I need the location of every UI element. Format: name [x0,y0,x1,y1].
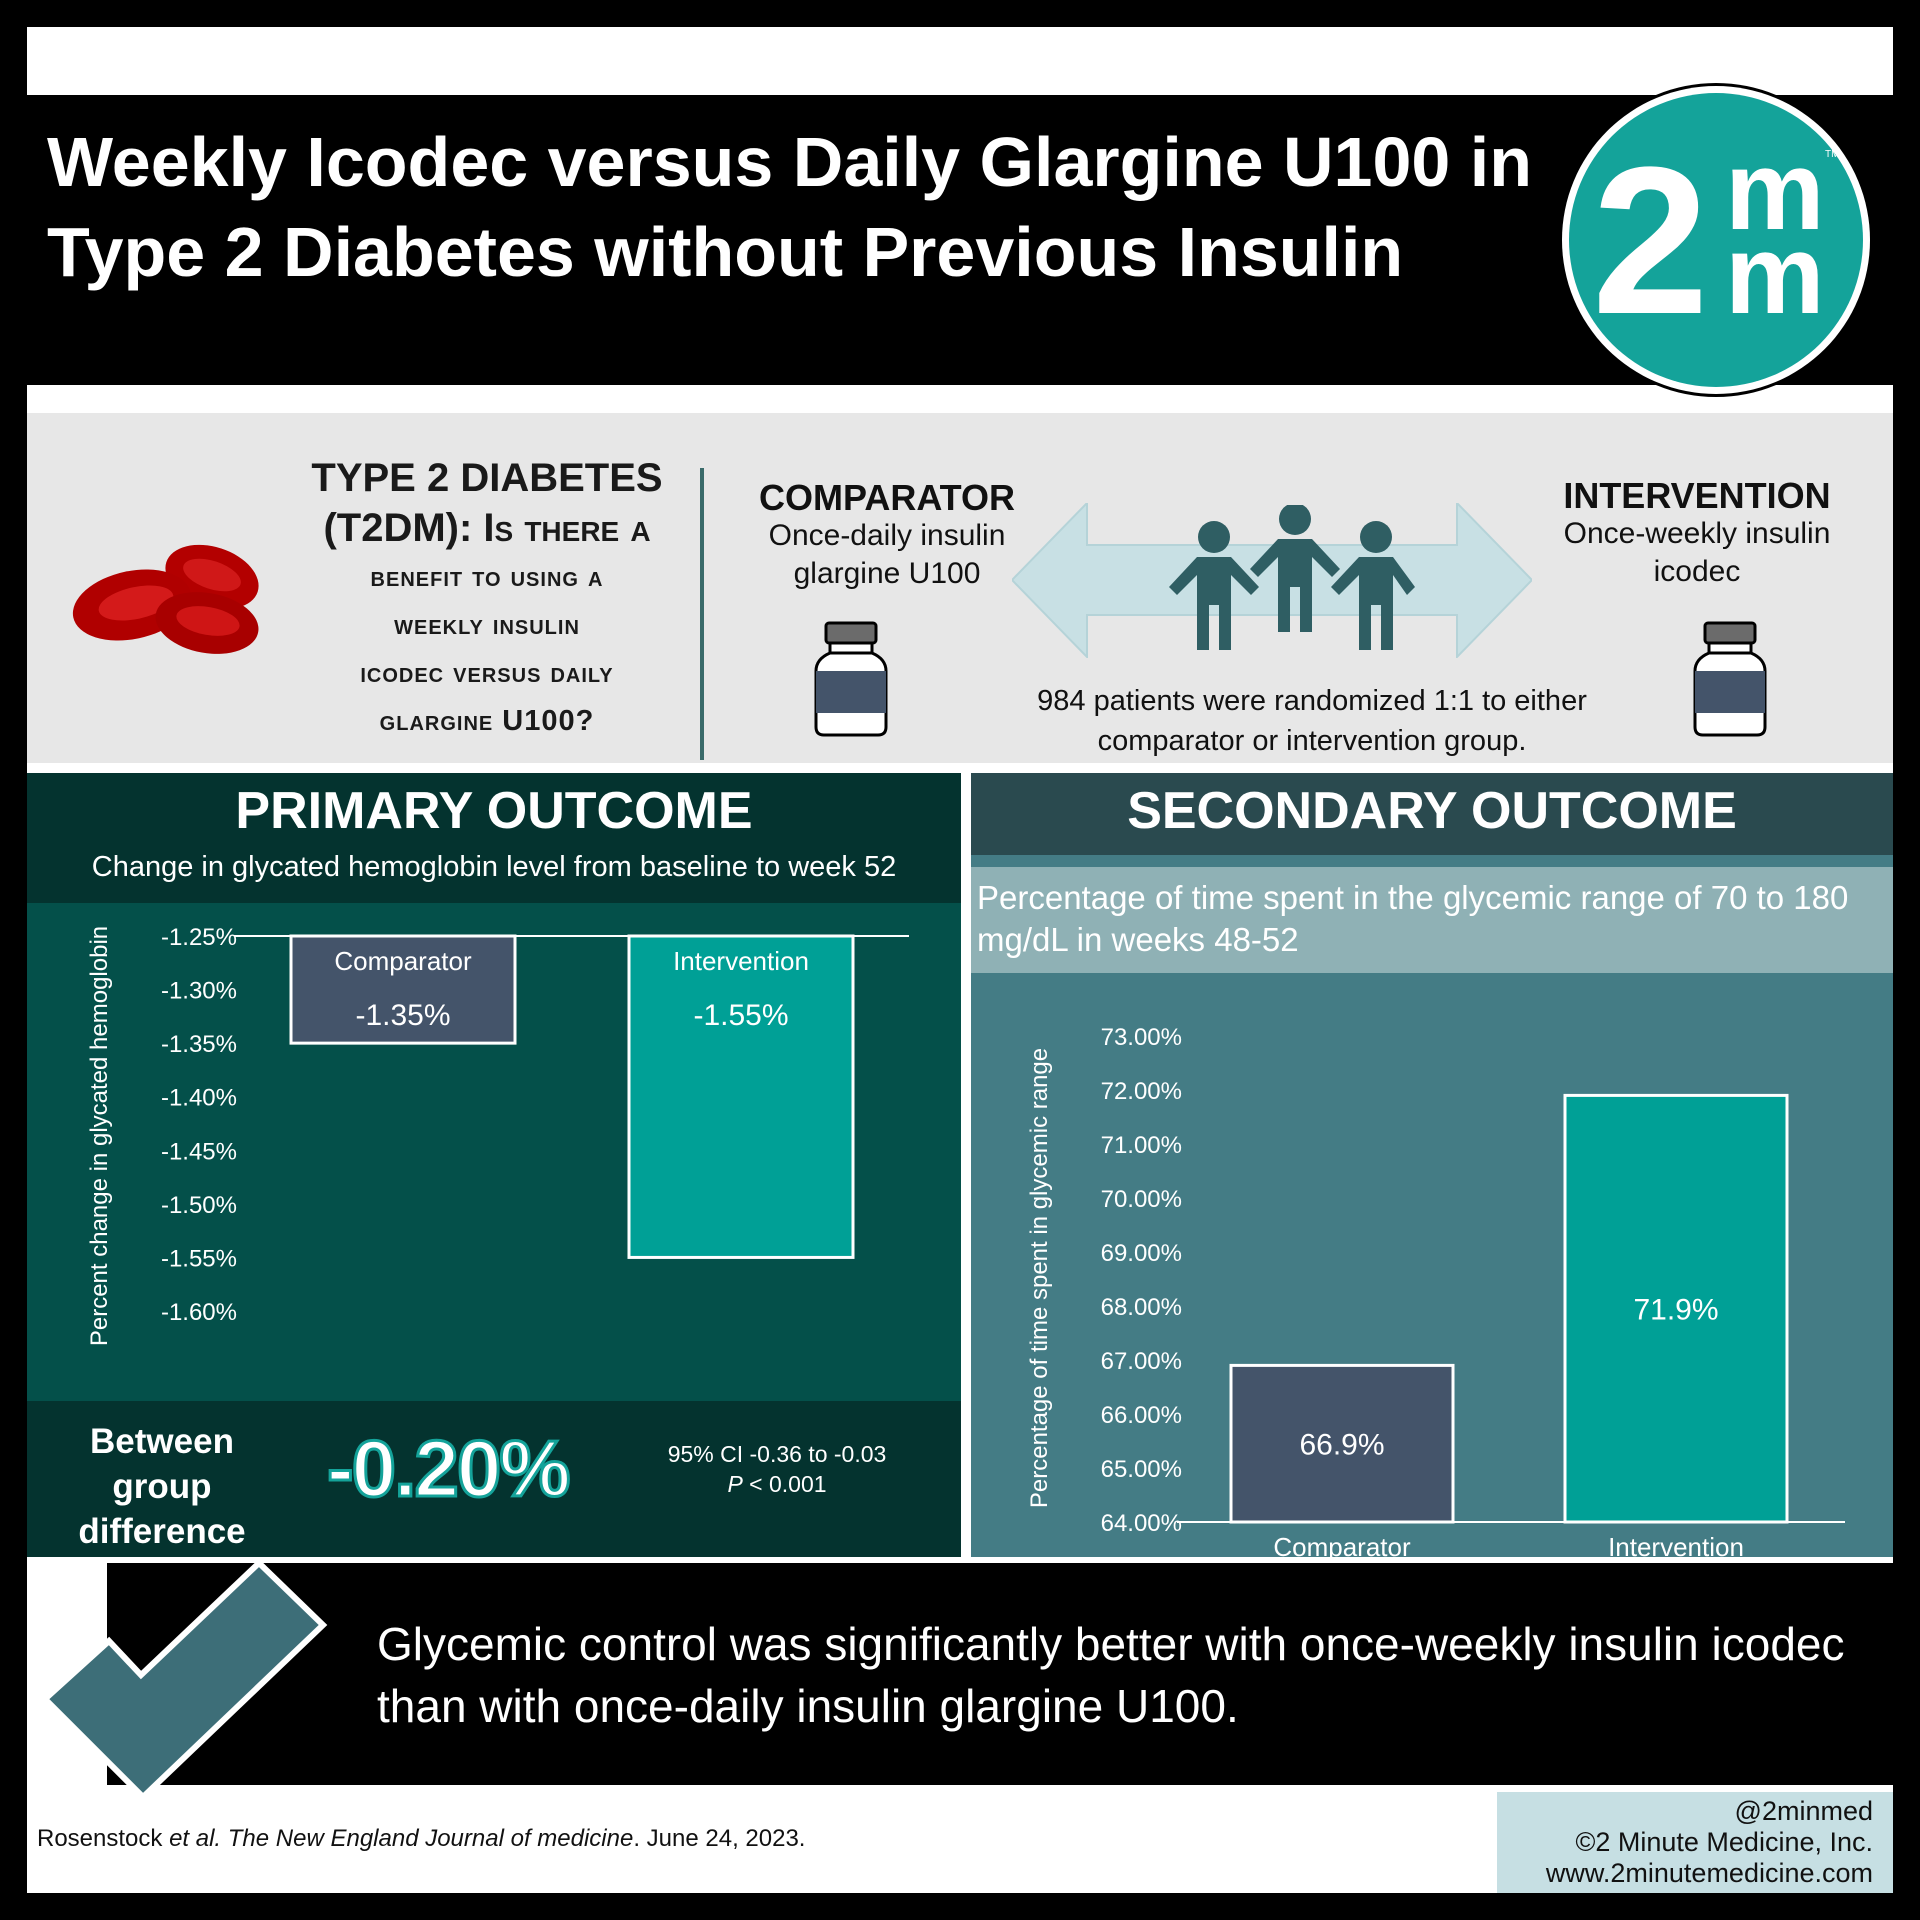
primary-bar-chart: -1.25% -1.30% -1.35% -1.40% -1.45% -1.50% -1.5… [86,924,909,1346]
logo-letter-bottom: m [1725,212,1825,337]
secondary-header-bar: SECONDARY OUTCOME [971,773,1893,855]
question-line-2: (T2DM): Is there a [323,506,651,550]
comparator-vial-icon [814,621,888,737]
data-label: 71.9% [1633,1294,1718,1327]
between-group-label: Between group difference [78,1422,246,1551]
bar-intervention [1563,1093,1789,1524]
red-blood-cells-icon [72,544,259,654]
divider [700,468,704,760]
data-label: -1.55% [693,999,788,1032]
page-title: Weekly Icodec versus Daily Glargine U100… [47,123,1532,291]
conclusion-text: Glycemic control was significantly bette… [377,1618,1845,1732]
data-label: 66.9% [1299,1429,1384,1462]
intervention-vial-icon [1693,621,1767,737]
question-line-6: glargine U100? [379,705,595,737]
p-value: P < 0.001 [647,1469,907,1499]
comparator-title: COMPARATOR [759,477,1015,518]
intervention-description: Once-weekly insulin icodec [1563,517,1831,588]
between-group-value: -0.20% [325,1423,571,1515]
y-tick-label: 70.00% [1101,1186,1182,1213]
y-tick-label: 71.00% [1101,1132,1182,1159]
y-tick-label: 68.00% [1101,1294,1182,1321]
patients-group-icon [1169,505,1415,650]
category-label: Comparator [1273,1532,1411,1557]
category-label: Intervention [673,946,809,976]
y-tick-label: 64.00% [1101,1510,1182,1537]
randomization-arrow-icon [1012,503,1532,658]
confidence-interval: 95% CI -0.36 to -0.03 P < 0.001 [647,1439,907,1499]
secondary-outcome-panel: SECONDARY OUTCOME Percentage of time spe… [971,773,1893,1557]
y-tick-label: -1.55% [161,1245,237,1272]
y-tick-label: 65.00% [1101,1456,1182,1483]
bar-comparator [1229,1363,1455,1524]
comparator-description: Once-daily insulin glargine U100 [768,519,1006,590]
checkmark-icon [40,1559,328,1799]
data-label: -1.35% [355,999,450,1032]
website: www.2minutemedicine.com [1545,1858,1873,1888]
primary-outcome-panel: PRIMARY OUTCOME Change in glycated hemog… [27,773,961,1557]
y-tick-label: -1.60% [161,1299,237,1326]
question-line-4: weekly insulin [394,609,580,641]
intervention-title: INTERVENTION [1563,475,1831,516]
question-line-5: icodec versus daily [360,657,614,689]
2mm-logo-icon: 2 m m TM [1559,83,1873,397]
y-tick-label: -1.25% [161,924,237,951]
y-tick-label: -1.45% [161,1138,237,1165]
y-tick-label: 72.00% [1101,1078,1182,1105]
citation-author: Rosenstock [37,1825,170,1852]
y-tick-label: 73.00% [1101,1024,1182,1051]
secondary-outcome-title: SECONDARY OUTCOME [1127,782,1737,840]
conclusion-panel: Glycemic control was significantly bette… [107,1563,1893,1785]
y-tick-label: 69.00% [1101,1240,1182,1267]
secondary-outcome-subtitle: Percentage of time spent in the glycemic… [977,879,1849,958]
p-rest: < 0.001 [742,1471,827,1497]
ci-text: 95% CI -0.36 to -0.03 [667,1441,887,1467]
social-handle: @2minmed [1734,1796,1873,1826]
y-tick-label: 67.00% [1101,1348,1182,1375]
primary-outcome-title: PRIMARY OUTCOME [235,782,753,840]
research-question: TYPE 2 DIABETES (T2DM): Is there a benef… [277,453,697,745]
contact-box: @2minmed ©2 Minute Medicine, Inc. www.2m… [1497,1792,1893,1893]
category-label: Comparator [334,946,472,976]
y-axis-label: Percent change in glycated hemoglobin [86,926,113,1346]
y-tick-label: -1.35% [161,1031,237,1058]
logo-letter-top: m [1725,128,1825,253]
question-line-3: benefit to using a [370,561,604,593]
y-tick-label: -1.40% [161,1085,237,1112]
study-design-panel: TYPE 2 DIABETES (T2DM): Is there a benef… [27,413,1893,763]
infographic: Weekly Icodec versus Daily Glargine U100… [27,27,1893,1893]
p-label: P [727,1471,743,1497]
category-label: Intervention [1608,1532,1744,1557]
randomization-text: 984 patients were randomized 1:1 to eith… [1037,685,1587,757]
logo-trademark: TM [1825,149,1839,160]
citation-date: . June 24, 2023. [633,1825,806,1852]
secondary-bar-chart: 73.00% 72.00% 71.00% 70.00% 69.00% 68.00% 67.0… [1026,1024,1845,1557]
citation-etal: et al. [169,1825,222,1852]
bar-intervention [627,934,855,1259]
primary-outcome-subtitle: Change in glycated hemoglobin level from… [91,851,897,883]
y-tick-label: -1.50% [161,1192,237,1219]
bar-comparator [289,934,517,1045]
copyright: ©2 Minute Medicine, Inc. [1575,1827,1873,1857]
citation: Rosenstock et al. The New England Journa… [37,1825,805,1853]
secondary-subtitle-box: Percentage of time spent in the glycemic… [971,867,1893,973]
y-tick-label: -1.30% [161,978,237,1005]
question-line-1: TYPE 2 DIABETES [311,456,663,500]
y-tick-label: 66.00% [1101,1402,1182,1429]
y-axis-label: Percentage of time spent in glycemic ran… [1026,1048,1053,1508]
logo-digit: 2 [1592,123,1709,358]
citation-journal: The New England Journal of medicine [221,1825,634,1852]
